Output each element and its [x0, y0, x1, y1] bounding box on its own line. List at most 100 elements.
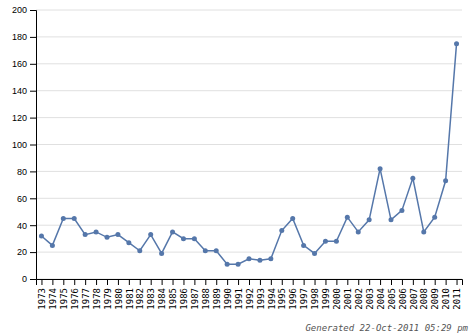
- y-tick: 200: [12, 5, 36, 15]
- point: [268, 256, 273, 261]
- x-tick-label: 2011: [452, 288, 462, 310]
- x-tick: 2002: [354, 279, 364, 310]
- point: [323, 239, 328, 244]
- x-tick: 2004: [376, 279, 386, 310]
- y-tick-mark: [30, 225, 36, 226]
- x-tick-mark: [413, 279, 414, 285]
- x-tick-mark: [238, 279, 239, 285]
- x-tick-mark: [358, 279, 359, 285]
- x-tick-label: 1982: [135, 288, 145, 310]
- x-tick-mark: [446, 279, 447, 285]
- chart-container: 1973197419751976197719781979198019811982…: [0, 0, 474, 335]
- point: [312, 251, 317, 256]
- x-tick: 2001: [343, 279, 353, 310]
- x-tick: 2005: [387, 279, 397, 310]
- x-tick-mark: [315, 279, 316, 285]
- y-tick-label: 160: [12, 59, 27, 69]
- y-tick-mark: [30, 91, 36, 92]
- x-tick: 1976: [70, 279, 80, 310]
- grid-line: [36, 144, 462, 145]
- y-tick: 80: [17, 167, 36, 177]
- y-tick: 60: [17, 194, 36, 204]
- x-tick-mark: [391, 279, 392, 285]
- x-tick-mark: [205, 279, 206, 285]
- point: [72, 216, 77, 221]
- x-tick-label: 1987: [190, 288, 200, 310]
- x-tick-mark: [183, 279, 184, 285]
- point: [257, 258, 262, 263]
- point: [454, 41, 459, 46]
- point: [203, 248, 208, 253]
- x-tick-label: 1983: [146, 288, 156, 310]
- x-tick-label: 1984: [157, 288, 167, 310]
- x-tick-mark: [52, 279, 53, 285]
- grid-line: [36, 90, 462, 91]
- point: [378, 166, 383, 171]
- x-tick-label: 1973: [37, 288, 47, 310]
- y-tick: 160: [12, 59, 36, 69]
- x-tick-mark: [216, 279, 217, 285]
- y-tick-label: 120: [12, 113, 27, 123]
- x-tick: 2009: [430, 279, 440, 310]
- point: [94, 229, 99, 234]
- y-tick-mark: [30, 145, 36, 146]
- x-tick-label: 2008: [419, 288, 429, 310]
- point: [367, 217, 372, 222]
- x-tick: 1973: [37, 279, 47, 310]
- x-tick-label: 2009: [430, 288, 440, 310]
- point: [301, 243, 306, 248]
- point: [126, 240, 131, 245]
- point: [334, 239, 339, 244]
- x-tick-label: 2001: [343, 288, 353, 310]
- x-tick-mark: [325, 279, 326, 285]
- grid-line: [36, 171, 462, 172]
- point: [345, 215, 350, 220]
- point: [61, 216, 66, 221]
- x-tick-mark: [347, 279, 348, 285]
- y-tick-label: 60: [17, 194, 27, 204]
- point: [105, 235, 110, 240]
- point: [214, 248, 219, 253]
- x-tick: 1977: [81, 279, 91, 310]
- x-tick-label: 1994: [266, 288, 276, 310]
- point: [421, 229, 426, 234]
- y-tick: 40: [17, 221, 36, 231]
- point: [159, 251, 164, 256]
- x-tick-mark: [151, 279, 152, 285]
- y-tick: 140: [12, 86, 36, 96]
- x-tick-label: 2007: [408, 288, 418, 310]
- point: [356, 229, 361, 234]
- x-tick: 1993: [256, 279, 266, 310]
- x-tick-mark: [336, 279, 337, 285]
- x-tick-label: 1986: [179, 288, 189, 310]
- y-tick-mark: [30, 64, 36, 65]
- x-tick: 1975: [59, 279, 69, 310]
- point: [170, 229, 175, 234]
- grid-line: [36, 117, 462, 118]
- x-tick-mark: [435, 279, 436, 285]
- point: [279, 228, 284, 233]
- x-tick-mark: [96, 279, 97, 285]
- y-tick: 120: [12, 113, 36, 123]
- x-tick-label: 1992: [245, 288, 255, 310]
- x-tick-mark: [41, 279, 42, 285]
- x-tick-label: 1989: [212, 288, 222, 310]
- point: [432, 215, 437, 220]
- x-tick-label: 1988: [201, 288, 211, 310]
- x-axis-line: [37, 280, 463, 286]
- x-tick: 1999: [321, 279, 331, 310]
- x-tick-mark: [380, 279, 381, 285]
- x-tick: 1984: [157, 279, 167, 310]
- x-tick-label: 1999: [321, 288, 331, 310]
- x-tick-mark: [118, 279, 119, 285]
- x-tick: 1989: [212, 279, 222, 310]
- point: [399, 208, 404, 213]
- x-tick-mark: [457, 279, 458, 285]
- x-tick: 2006: [398, 279, 408, 310]
- y-tick-label: 0: [22, 274, 27, 284]
- x-tick-mark: [85, 279, 86, 285]
- x-tick: 1991: [234, 279, 244, 310]
- x-tick: 2011: [452, 279, 462, 310]
- x-tick: 1985: [168, 279, 178, 310]
- x-tick-mark: [369, 279, 370, 285]
